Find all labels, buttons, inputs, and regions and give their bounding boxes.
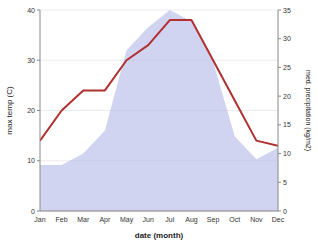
x-tick-label: Oct (229, 216, 240, 223)
y-tick (37, 110, 40, 111)
x-tick-label: Jul (165, 216, 174, 223)
grid (40, 10, 278, 211)
temp-line (40, 20, 278, 146)
x-tick-label: Nov (250, 216, 263, 223)
y-tick (37, 211, 40, 212)
plot-data (40, 10, 278, 211)
y-tick-label: 20 (27, 107, 35, 114)
y2-tick-label: 0 (283, 208, 287, 215)
y-tick (37, 60, 40, 61)
y2-tick (278, 124, 281, 125)
x-tick-label: May (120, 216, 134, 224)
x-tick-label: Mar (77, 216, 90, 223)
grid-line (40, 211, 278, 212)
y2-tick (278, 67, 281, 68)
y-tick-label: 10 (27, 157, 35, 164)
x-tick-label: Feb (56, 216, 68, 223)
x-axis-label: date (month) (135, 231, 184, 240)
y2-tick-label: 35 (283, 7, 291, 14)
chart-container: 0 10 20 30 40 0 5 10 15 20 25 30 35 Jan Feb Mar Apr May Ju… (0, 0, 318, 247)
y-tick-label: 40 (27, 7, 35, 14)
y2-tick-label: 30 (283, 35, 291, 42)
grid-line (40, 10, 278, 11)
y2-tick-label: 5 (283, 179, 287, 186)
x-tick-label: Apr (99, 216, 111, 224)
x-tick-label: Jan (34, 216, 45, 223)
y-tick-label: 30 (27, 57, 35, 64)
y2-tick-label: 25 (283, 64, 291, 71)
chart: 0 10 20 30 40 0 5 10 15 20 25 30 35 Jan Feb Mar Apr May Ju… (0, 0, 318, 247)
y2-tick (278, 10, 281, 11)
y2-tick (278, 211, 281, 212)
y2-tick (278, 96, 281, 97)
y2-tick (278, 38, 281, 39)
rain-area (40, 10, 278, 211)
y-tick-label: 0 (31, 208, 35, 215)
y2-tick-label: 20 (283, 93, 291, 100)
x-axis-line (40, 211, 278, 212)
x-tick-label: Aug (185, 216, 198, 224)
y2-tick (278, 153, 281, 154)
y2-axis-line (278, 10, 279, 211)
y2-tick (278, 182, 281, 183)
x-tick-label: Jun (143, 216, 154, 223)
y-tick (37, 160, 40, 161)
axes: 0 10 20 30 40 0 5 10 15 20 25 30 35 Jan Feb Mar Apr May Ju… (27, 7, 291, 225)
y2-tick-label: 10 (283, 150, 291, 157)
y2-tick-label: 15 (283, 121, 291, 128)
y2-axis-label: med. precipitation (kg/m2) (304, 70, 312, 151)
y-tick (37, 10, 40, 11)
x-tick-label: Sep (207, 216, 220, 224)
x-tick-label: Dec (272, 216, 285, 223)
y-axis-label: max temp (C) (5, 86, 14, 135)
